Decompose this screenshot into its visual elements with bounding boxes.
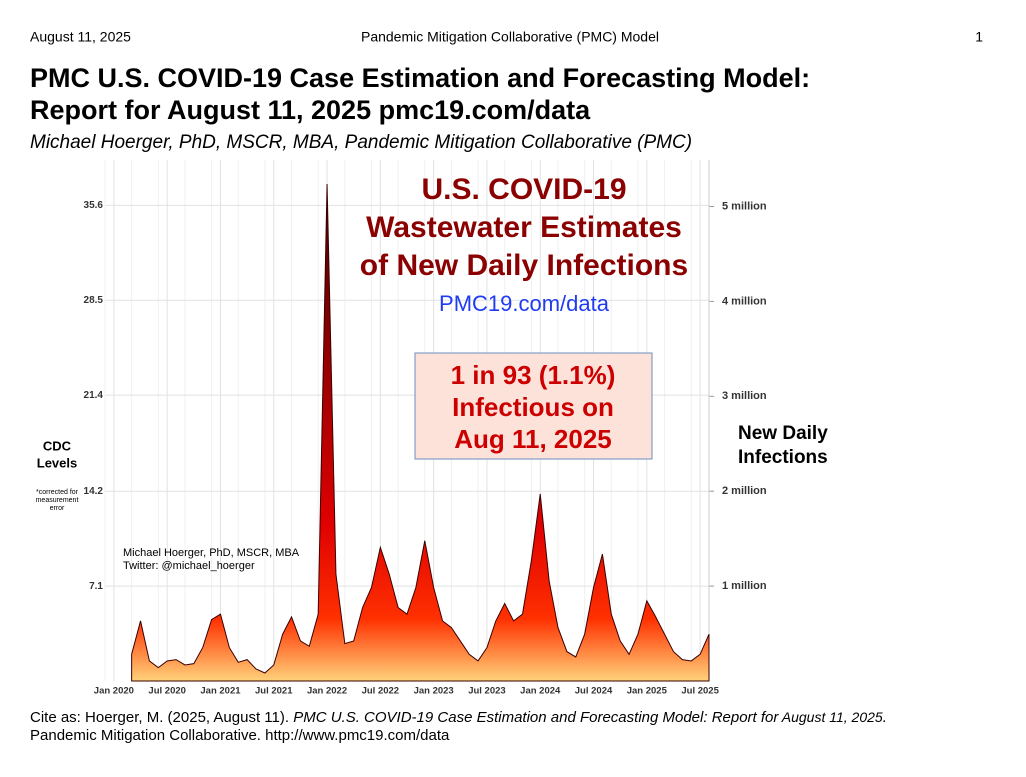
y-tick-label: 28.5 [84, 295, 104, 306]
callout-text: Aug 11, 2025 [454, 424, 612, 454]
x-tick-label: Jan 2023 [414, 686, 454, 697]
x-tick-label: Jan 2025 [627, 686, 668, 697]
citation-part: PMC U.S. COVID-19 Case Estimation and Fo… [293, 709, 779, 726]
header-center: Pandemic Mitigation Collaborative (PMC) … [361, 29, 659, 45]
y2-axis-label: Infections [738, 447, 828, 468]
title: PMC U.S. COVID-19 Case Estimation and Fo… [30, 63, 810, 93]
x-tick-label: Jul 2023 [468, 686, 506, 697]
y2-tick-label: 4 million [722, 295, 767, 307]
y2-tick-label: 5 million [722, 200, 767, 212]
chart-title: of New Daily Infections [360, 249, 688, 282]
y-axis-note: measurement [36, 497, 79, 504]
chart-title: Wastewater Estimates [366, 211, 682, 244]
callout-text: Infectious on [452, 392, 614, 422]
header-date: August 11, 2025 [30, 29, 131, 45]
y-axis-note: error [50, 505, 65, 512]
chart-title: U.S. COVID-19 [421, 173, 626, 206]
y-axis-note: *corrected for [36, 489, 79, 496]
citation: Pandemic Mitigation Collaborative. http:… [30, 727, 450, 744]
watermark: Twitter: @michael_hoerger [123, 560, 255, 572]
x-tick-label: Jul 2022 [362, 686, 400, 697]
y-tick-label: 21.4 [84, 390, 104, 401]
citation-part: Cite as: Hoerger, M. (2025, August 11). [30, 709, 293, 726]
citation: Cite as: Hoerger, M. (2025, August 11). … [30, 709, 887, 726]
citation-part: . [883, 709, 887, 726]
x-tick-label: Jan 2024 [520, 686, 561, 697]
x-tick-label: Jan 2022 [307, 686, 347, 697]
citation-part: August 11, 2025 [778, 709, 883, 725]
y2-axis-label: New Daily [738, 423, 828, 444]
y-tick-label: 35.6 [84, 200, 104, 211]
callout-box [414, 352, 653, 460]
title: Report for August 11, 2025 pmc19.com/dat… [30, 95, 591, 125]
y2-tick-label: 2 million [722, 485, 767, 497]
x-tick-label: Jul 2020 [148, 686, 186, 697]
chart-subtitle: PMC19.com/data [439, 291, 610, 316]
y2-tick-label: 1 million [722, 580, 767, 592]
y-tick-label: 7.1 [89, 581, 103, 592]
y-tick-label: 14.2 [84, 486, 104, 497]
callout-text: 1 in 93 (1.1%) [451, 360, 616, 390]
author: Michael Hoerger, PhD, MSCR, MBA, Pandemi… [30, 132, 692, 153]
y2-tick-label: 3 million [722, 390, 767, 402]
x-tick-label: Jul 2024 [575, 686, 613, 697]
area [131, 184, 710, 682]
y-axis-label: Levels [37, 455, 77, 470]
x-tick-label: Jan 2021 [200, 686, 241, 697]
page-number: 1 [975, 29, 983, 45]
x-tick-label: Jul 2021 [255, 686, 293, 697]
watermark: Michael Hoerger, PhD, MSCR, MBA [123, 547, 300, 559]
x-tick-label: Jan 2020 [94, 686, 134, 697]
x-tick-label: Jul 2025 [681, 686, 719, 697]
y-axis-label: CDC [43, 438, 72, 453]
chart: 7.1 14.2 21.4 28.5 35.6 1 million 2 million 3 m… [36, 160, 828, 697]
